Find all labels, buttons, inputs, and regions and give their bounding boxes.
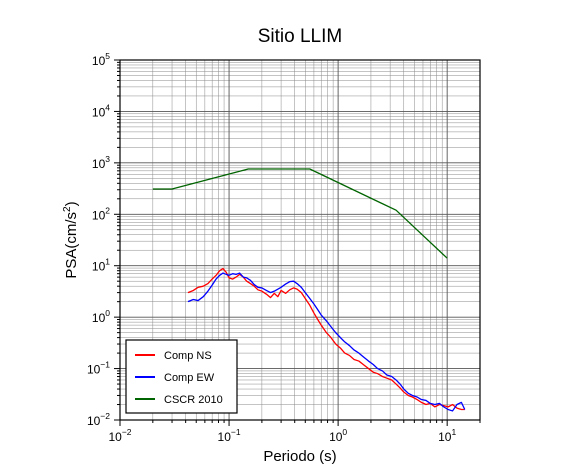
y-tick-label-exponent: 0 — [105, 308, 110, 318]
y-tick-label-base: 10 — [92, 311, 106, 325]
y-axis-label-close: ) — [63, 201, 80, 206]
grid-minor — [120, 60, 481, 420]
x-tick-label: 10−1 — [218, 427, 241, 444]
x-tick-label: 100 — [329, 427, 347, 444]
y-tick-label-base: 10 — [92, 208, 106, 222]
legend: Comp NS Comp EW CSCR 2010 — [125, 339, 238, 414]
y-axis-label-superscript: 2 — [62, 206, 73, 212]
y-tick-label-base: 10 — [92, 157, 106, 171]
legend-label-comp-ns: Comp NS — [164, 350, 212, 362]
y-tick-label-base: 10 — [92, 105, 106, 119]
y-tick-label-exponent: 2 — [105, 205, 110, 215]
y-tick-label-exponent: −1 — [100, 360, 110, 370]
y-tick-label: 103 — [92, 154, 110, 171]
y-axis-label: PSA(cm/s2) — [62, 201, 80, 278]
x-tick-label-base: 10 — [218, 430, 232, 444]
y-tick-label: 102 — [92, 205, 110, 222]
axis-ticks — [114, 59, 481, 426]
legend-label-cscr-2010: CSCR 2010 — [164, 394, 223, 406]
x-tick-label-exponent: −2 — [122, 427, 132, 437]
series-line-cscr-2010 — [152, 168, 448, 259]
y-tick-label-exponent: 4 — [105, 102, 110, 112]
x-axis-label: Periodo (s) — [263, 448, 336, 465]
y-tick-label-exponent: 3 — [105, 154, 110, 164]
series-line-comp-ns — [187, 267, 465, 411]
legend-label-comp-ew: Comp EW — [164, 372, 215, 384]
y-tick-label: 101 — [92, 257, 110, 274]
x-tick-label-base: 10 — [438, 430, 452, 444]
y-tick-label-exponent: −2 — [100, 411, 110, 421]
x-tick-label-exponent: 0 — [342, 427, 347, 437]
y-tick-label-base: 10 — [87, 363, 101, 377]
y-tick-label: 105 — [92, 51, 110, 68]
y-tick-label-exponent: 5 — [105, 51, 110, 61]
y-tick-label: 100 — [92, 308, 110, 325]
y-tick-label-base: 10 — [92, 54, 106, 68]
series-line-comp-ew — [187, 272, 466, 412]
plot-frame — [119, 59, 481, 421]
x-tick-label-exponent: 1 — [451, 427, 456, 437]
series-layer — [152, 168, 466, 412]
y-tick-label-exponent: 1 — [105, 257, 110, 267]
y-tick-label: 104 — [92, 102, 110, 119]
x-tick-labels: 10−2 10−1 100 101 — [108, 427, 456, 444]
chart-title: Sitio LLIM — [258, 26, 342, 47]
x-tick-label: 10−2 — [108, 427, 131, 444]
y-tick-label: 10−1 — [87, 360, 110, 377]
y-axis-label-base: PSA(cm/s — [63, 212, 80, 279]
y-tick-label-base: 10 — [92, 260, 106, 274]
legend-items: Comp NS Comp EW CSCR 2010 — [135, 350, 223, 406]
x-tick-label-exponent: −1 — [231, 427, 241, 437]
y-tick-label-base: 10 — [87, 414, 101, 428]
x-tick-label: 101 — [438, 427, 456, 444]
x-tick-label-base: 10 — [108, 430, 122, 444]
y-tick-label: 10−2 — [87, 411, 110, 428]
x-tick-label-base: 10 — [329, 430, 343, 444]
